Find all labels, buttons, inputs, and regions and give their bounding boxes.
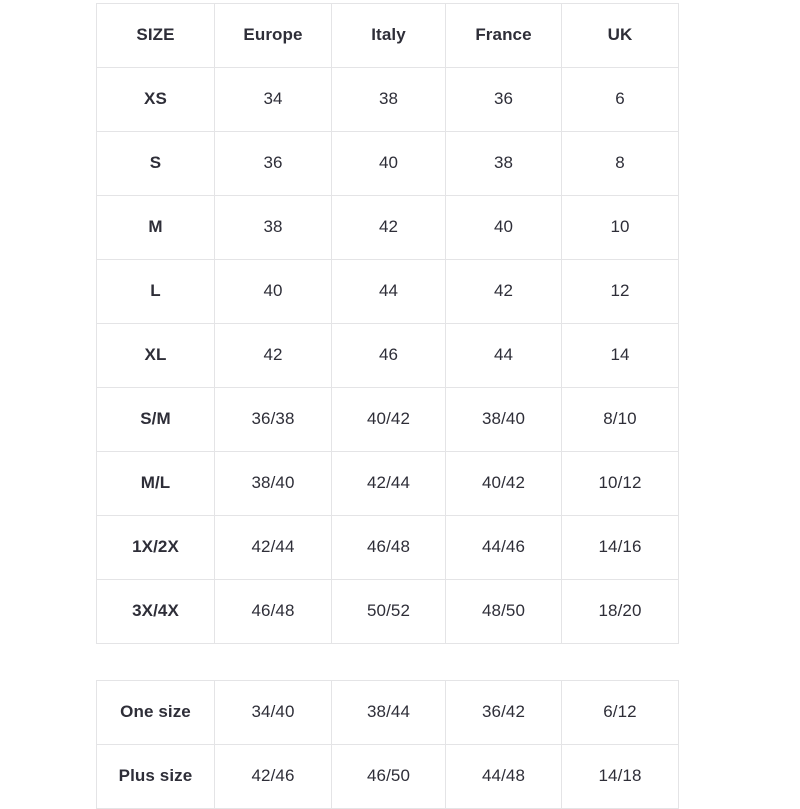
cell-europe: 42/46: [214, 744, 332, 809]
cell-france: 44/46: [445, 515, 562, 580]
table-separator-gap: [96, 644, 678, 680]
table-body: One size 34/40 38/44 36/42 6/12 Plus siz…: [96, 680, 679, 809]
cell-uk: 8/10: [561, 387, 679, 452]
row-label-s: S: [96, 131, 215, 196]
cell-europe: 42: [214, 323, 332, 388]
cell-france: 38/40: [445, 387, 562, 452]
table-row: M 38 42 40 10: [96, 195, 679, 260]
cell-uk: 14/16: [561, 515, 679, 580]
column-header-france: France: [445, 3, 562, 68]
row-label-xl: XL: [96, 323, 215, 388]
table-row: L 40 44 42 12: [96, 259, 679, 324]
table-header: SIZE Europe Italy France UK: [96, 3, 679, 68]
row-label-s-m: S/M: [96, 387, 215, 452]
cell-italy: 44: [331, 259, 446, 324]
cell-france: 40/42: [445, 451, 562, 516]
row-label-one-size: One size: [96, 680, 215, 745]
cell-italy: 50/52: [331, 579, 446, 644]
row-label-l: L: [96, 259, 215, 324]
cell-uk: 6: [561, 67, 679, 132]
row-label-3x-4x: 3X/4X: [96, 579, 215, 644]
cell-france: 48/50: [445, 579, 562, 644]
cell-italy: 46: [331, 323, 446, 388]
cell-uk: 14: [561, 323, 679, 388]
row-label-1x-2x: 1X/2X: [96, 515, 215, 580]
cell-france: 36: [445, 67, 562, 132]
cell-italy: 40: [331, 131, 446, 196]
cell-uk: 14/18: [561, 744, 679, 809]
row-label-m-l: M/L: [96, 451, 215, 516]
row-label-plus-size: Plus size: [96, 744, 215, 809]
table-row: XL 42 46 44 14: [96, 323, 679, 388]
cell-europe: 40: [214, 259, 332, 324]
header-row: SIZE Europe Italy France UK: [96, 3, 679, 68]
cell-france: 38: [445, 131, 562, 196]
cell-italy: 42: [331, 195, 446, 260]
cell-france: 40: [445, 195, 562, 260]
table-row: Plus size 42/46 46/50 44/48 14/18: [96, 744, 679, 809]
cell-europe: 42/44: [214, 515, 332, 580]
row-label-m: M: [96, 195, 215, 260]
column-header-europe: Europe: [214, 3, 332, 68]
cell-uk: 10/12: [561, 451, 679, 516]
table-row: 1X/2X 42/44 46/48 44/46 14/16: [96, 515, 679, 580]
cell-europe: 36/38: [214, 387, 332, 452]
table-row: 3X/4X 46/48 50/52 48/50 18/20: [96, 579, 679, 644]
cell-uk: 10: [561, 195, 679, 260]
cell-europe: 38: [214, 195, 332, 260]
cell-europe: 46/48: [214, 579, 332, 644]
cell-france: 36/42: [445, 680, 562, 745]
cell-uk: 8: [561, 131, 679, 196]
table-body: XS 34 38 36 6 S 36 40 38 8 M 38 42 40 10: [96, 67, 679, 644]
size-chart-container: SIZE Europe Italy France UK XS 34 38 36 …: [96, 3, 679, 809]
table-row: S/M 36/38 40/42 38/40 8/10: [96, 387, 679, 452]
cell-europe: 36: [214, 131, 332, 196]
cell-italy: 40/42: [331, 387, 446, 452]
cell-uk: 12: [561, 259, 679, 324]
cell-italy: 38/44: [331, 680, 446, 745]
cell-uk: 18/20: [561, 579, 679, 644]
cell-france: 42: [445, 259, 562, 324]
cell-europe: 38/40: [214, 451, 332, 516]
table-row: One size 34/40 38/44 36/42 6/12: [96, 680, 679, 745]
column-header-size: SIZE: [96, 3, 215, 68]
cell-italy: 46/48: [331, 515, 446, 580]
cell-italy: 38: [331, 67, 446, 132]
column-header-uk: UK: [561, 3, 679, 68]
column-header-italy: Italy: [331, 3, 446, 68]
cell-europe: 34: [214, 67, 332, 132]
cell-europe: 34/40: [214, 680, 332, 745]
table-row: M/L 38/40 42/44 40/42 10/12: [96, 451, 679, 516]
cell-italy: 42/44: [331, 451, 446, 516]
size-conversion-table: SIZE Europe Italy France UK XS 34 38 36 …: [96, 3, 679, 644]
table-row: S 36 40 38 8: [96, 131, 679, 196]
cell-france: 44/48: [445, 744, 562, 809]
cell-france: 44: [445, 323, 562, 388]
cell-uk: 6/12: [561, 680, 679, 745]
row-label-xs: XS: [96, 67, 215, 132]
table-row: XS 34 38 36 6: [96, 67, 679, 132]
cell-italy: 46/50: [331, 744, 446, 809]
one-size-plus-size-table: One size 34/40 38/44 36/42 6/12 Plus siz…: [96, 680, 679, 809]
